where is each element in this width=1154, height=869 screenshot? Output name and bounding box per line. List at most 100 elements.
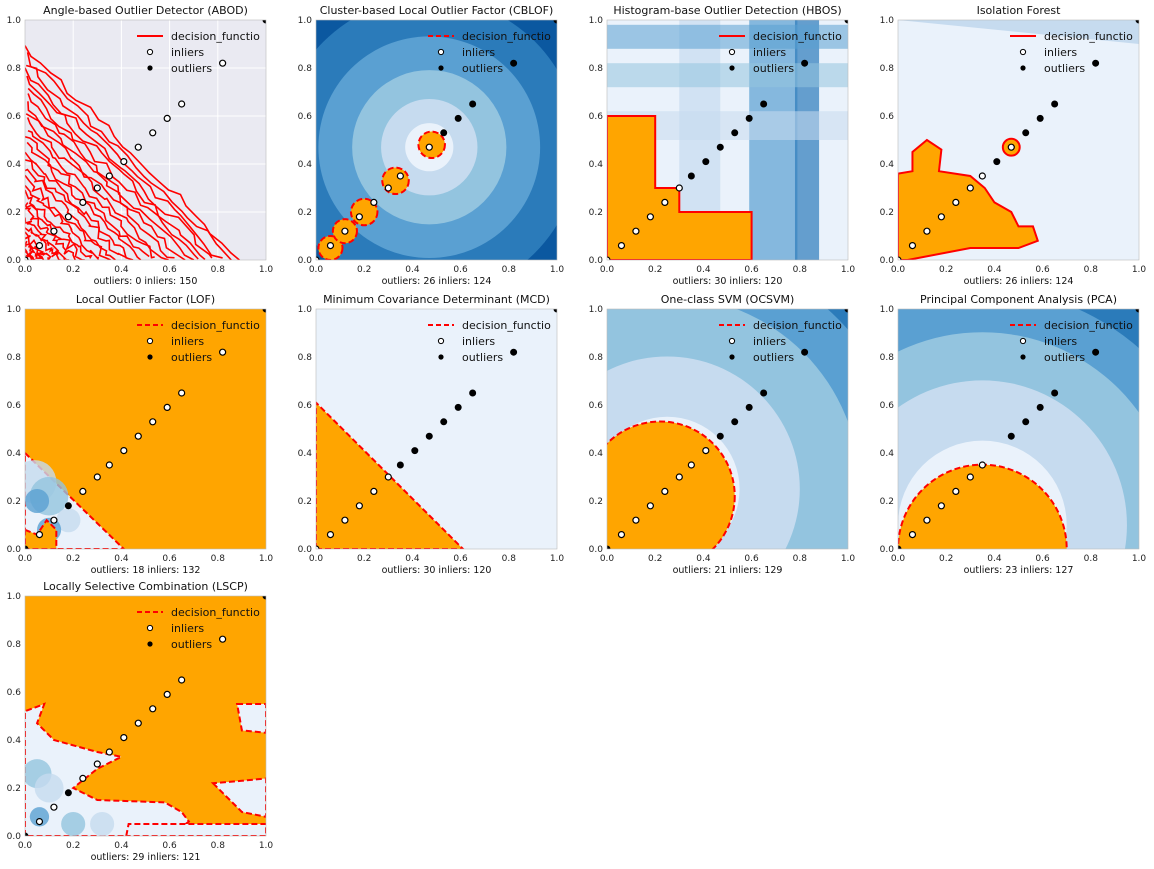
y-tick-label: 0.0 [880, 256, 895, 266]
subplot-title: Local Outlier Factor (LOF) [76, 293, 215, 306]
axes-frame [606, 308, 849, 550]
x-tick-label: 0.6 [453, 265, 468, 275]
decision-boundary [25, 174, 111, 260]
outlier-point [262, 309, 266, 313]
y-tick-label: 0.0 [7, 832, 22, 842]
inlier-point [937, 502, 945, 510]
inlier-point [396, 172, 404, 180]
inlier-region [316, 401, 465, 549]
subplot-title: Angle-based Outlier Detector (ABOD) [43, 4, 248, 17]
x-tick-label: 0.4 [114, 265, 129, 275]
x-tick-label: 0.2 [648, 554, 662, 564]
outlier-point [510, 59, 518, 67]
inlier-point [384, 184, 392, 192]
legend-label: inliers [462, 46, 495, 59]
x-tick-label: 0.8 [211, 841, 226, 851]
inlier-point [219, 348, 227, 356]
inlier-point [219, 635, 227, 643]
y-tick-label: 1.0 [298, 305, 313, 315]
inlier-point [646, 502, 654, 510]
inlier-point [93, 760, 101, 768]
legend-inlier-icon [146, 624, 154, 632]
legend-label: decision_functio [753, 30, 842, 43]
plot-area [316, 20, 557, 260]
decision-boundary [25, 159, 128, 259]
x-tick-label: 0.6 [162, 841, 177, 851]
legend-outlier-icon [147, 65, 153, 71]
x-tick-label: 0.4 [696, 554, 711, 564]
subplot-iforest: 0.0 0.2 0.4 0.6 0.8 1.0 0.0 0.2 0.4 0.6 0.8 1.0 Isol… [880, 4, 1147, 287]
outlier-point [25, 545, 29, 549]
x-tick-label: 0.6 [162, 554, 177, 564]
outlier-point [396, 461, 404, 469]
legend-label: outliers [462, 62, 503, 75]
inlier-point [219, 59, 227, 67]
subplot-title: Isolation Forest [977, 4, 1062, 17]
outlier-point [1022, 129, 1030, 137]
legend-label: outliers [462, 351, 503, 364]
inlier-point [79, 774, 87, 783]
y-tick-label: 0.2 [880, 208, 894, 218]
x-tick-label: 0.4 [405, 554, 420, 564]
plot-area [25, 20, 266, 260]
inlier-point [105, 172, 113, 180]
inlier-point [370, 487, 378, 495]
y-tick-label: 0.2 [880, 497, 894, 507]
inlier-point [105, 748, 113, 756]
inlier-point [898, 256, 902, 260]
x-tick-label: 0.6 [162, 265, 177, 275]
decision-boundary [25, 67, 213, 259]
subplot-pca: 0.0 0.2 0.4 0.6 0.8 1.0 0.0 0.2 0.4 0.6 0.8 1.0 Prin… [880, 293, 1147, 576]
decision-boundary [27, 130, 155, 259]
inlier-point [966, 473, 974, 481]
outlier-point [1036, 403, 1044, 411]
y-tick-label: 0.0 [880, 545, 895, 555]
decision-boundary [25, 248, 36, 260]
x-tick-label: 0.4 [114, 554, 129, 564]
inlier-point [341, 227, 349, 235]
y-tick-label: 0.8 [880, 353, 895, 363]
x-tick-label: 0.0 [891, 265, 906, 275]
legend-label: outliers [753, 62, 794, 75]
x-tick-label: 0.2 [357, 554, 371, 564]
decision-boundary [25, 168, 116, 260]
plot-area [607, 20, 848, 260]
inlier-point [149, 129, 157, 137]
inlier-point [952, 487, 960, 495]
y-tick-label: 0.6 [880, 401, 895, 411]
y-tick-label: 1.0 [298, 16, 313, 26]
inlier-point [326, 242, 335, 250]
outlier-point [731, 418, 739, 426]
legend-inlier-icon [437, 48, 445, 56]
outlier-point [553, 20, 557, 24]
y-tick-label: 0.0 [589, 256, 604, 266]
legend-inlier-icon [437, 337, 445, 345]
y-tick-label: 1.0 [7, 16, 22, 26]
inlier-point [93, 184, 101, 192]
inlier-point [923, 516, 931, 524]
y-tick-label: 0.4 [298, 160, 313, 170]
x-tick-label: 0.0 [18, 554, 33, 564]
y-tick-label: 0.4 [880, 160, 895, 170]
subplot-hbos: 0.0 0.2 0.4 0.6 0.8 1.0 0.0 0.2 0.4 0.6 0.8 1.0 Hist… [589, 4, 856, 287]
x-tick-label: 0.6 [744, 554, 759, 564]
x-tick-label: 1.0 [1132, 554, 1147, 564]
plot-area [898, 20, 1139, 260]
y-tick-label: 0.8 [880, 64, 895, 74]
inlier-point [966, 184, 974, 192]
inlier-point [35, 242, 44, 250]
inlier-point [79, 198, 87, 206]
decision-boundary [25, 113, 175, 259]
legend-outlier-icon [729, 65, 735, 71]
legend-label: decision_functio [1044, 319, 1133, 332]
outlier-point [262, 20, 266, 24]
inlier-region [607, 420, 736, 549]
legend-label: outliers [171, 351, 212, 364]
inlier-point [326, 530, 335, 539]
legend-outlier-icon [438, 65, 444, 71]
legend-inlier-icon [146, 48, 154, 56]
subplot-abod: 0.0 0.2 0.4 0.6 0.8 1.0 0.0 0.2 0.4 0.6 0.8 1.0 Angl… [7, 4, 274, 287]
x-tick-label: 1.0 [550, 265, 565, 275]
